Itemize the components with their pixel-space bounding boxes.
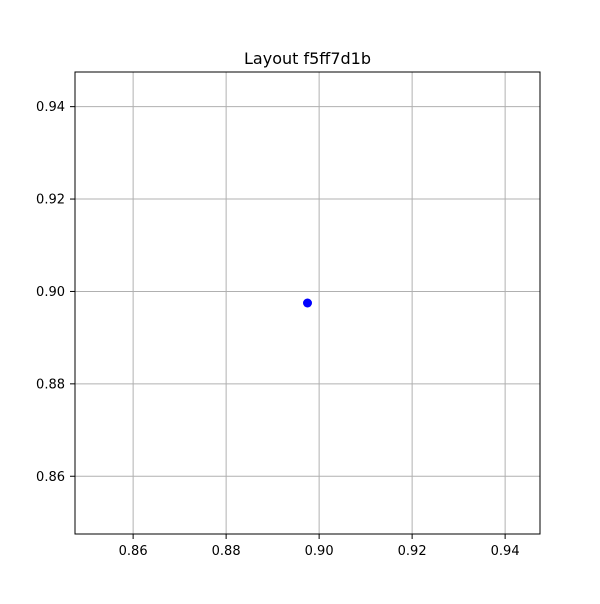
- y-tick-label: 0.94: [36, 100, 65, 115]
- y-tick-label: 0.92: [36, 193, 65, 208]
- data-point: [303, 298, 312, 308]
- y-tick-label: 0.86: [36, 470, 65, 485]
- grid-layer: [75, 72, 540, 534]
- x-tick-label: 0.92: [398, 544, 427, 559]
- x-tick-label: 0.94: [491, 544, 520, 559]
- y-tick-label: 0.90: [36, 285, 65, 300]
- y-tick-label: 0.88: [36, 377, 65, 392]
- plot-area-border: [74, 71, 541, 535]
- x-tick-label: 0.88: [212, 544, 241, 559]
- chart-title: Layout f5ff7d1b: [244, 49, 371, 68]
- x-tick-label: 0.90: [305, 544, 334, 559]
- data-points: [303, 298, 312, 308]
- x-tick-label: 0.86: [119, 544, 148, 559]
- y-axis: 0.86 0.88 0.90 0.92 0.94: [36, 100, 75, 485]
- x-axis: 0.86 0.88 0.90 0.92 0.94: [119, 534, 520, 559]
- axes-frame: [74, 71, 541, 535]
